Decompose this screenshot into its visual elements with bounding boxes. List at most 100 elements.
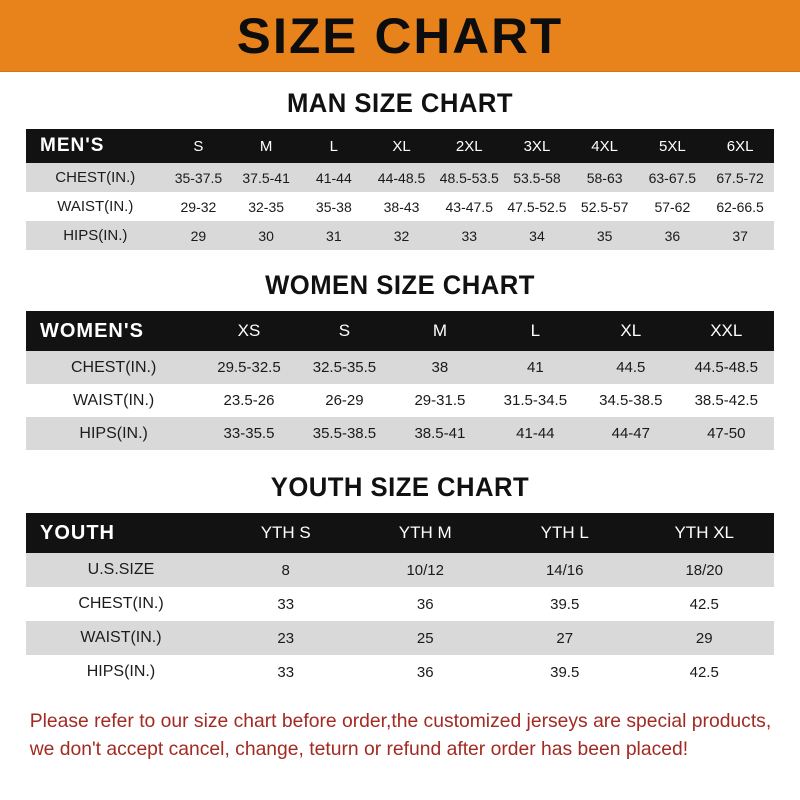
- women-cell-r3-c3: 38.5-41: [414, 425, 466, 442]
- youth-table-body: YOUTH YTH S YTH M YTH L YTH XL U.S.SIZE 8 10/1…: [26, 513, 774, 689]
- women-cell-r2-c1: 23.5-26: [223, 392, 275, 409]
- man-header-label: MEN'S: [40, 135, 105, 156]
- table-row: WAIST(IN.) 23 25 27 29: [26, 621, 774, 655]
- youth-row-label-1: U.S.SIZE: [87, 561, 155, 578]
- man-size-header-1: S: [193, 137, 204, 155]
- youth-size-header-2: YTH M: [398, 523, 452, 542]
- youth-cell-r3-c2: 25: [416, 629, 434, 647]
- man-cell-r2-c5: 43-47.5: [445, 198, 493, 215]
- footer-note-line-1: Please refer to our size chart before or…: [29, 710, 772, 732]
- man-cell-r3-c3: 31: [326, 227, 342, 244]
- youth-cell-r2-c1: 33: [277, 595, 295, 613]
- women-cell-r2-c2: 26-29: [325, 392, 364, 409]
- women-cell-r1-c3: 38: [431, 359, 449, 376]
- women-row-label-1: CHEST(IN.): [70, 358, 157, 376]
- women-size-header-5: XL: [620, 321, 642, 340]
- man-size-header-4: XL: [392, 137, 411, 155]
- table-row: CHEST(IN.) 35-37.5 37.5-41 41-44 44-48.5 48.5…: [26, 163, 774, 192]
- man-size-header-6: 3XL: [523, 137, 551, 155]
- man-cell-r1-c3: 41-44: [315, 169, 352, 186]
- man-row-label-3: HIPS(IN.): [63, 227, 128, 244]
- man-cell-r2-c9: 62-66.5: [716, 198, 764, 215]
- man-cell-r2-c6: 47.5-52.5: [507, 198, 567, 215]
- table-row: U.S.SIZE 8 10/12 14/16 18/20: [26, 553, 774, 587]
- women-size-header-3: M: [432, 321, 447, 340]
- youth-cell-r4-c2: 36: [416, 663, 434, 681]
- youth-cell-r2-c3: 39.5: [550, 595, 580, 613]
- women-cell-r3-c4: 41-44: [516, 425, 555, 442]
- women-size-header-1: XS: [237, 321, 261, 340]
- youth-size-header-1: YTH S: [260, 523, 311, 542]
- women-cell-r2-c5: 34.5-38.5: [599, 392, 663, 409]
- man-cell-r2-c8: 57-62: [654, 198, 691, 215]
- footer-note-line-2: we don't accept cancel, change, teturn o…: [29, 738, 689, 761]
- women-cell-r1-c6: 44.5-48.5: [694, 359, 758, 376]
- women-row-label-3: HIPS(IN.): [79, 424, 148, 442]
- youth-cell-r3-c3: 27: [556, 629, 574, 647]
- youth-size-table: YOUTH YTH S YTH M YTH L YTH XL U.S.SIZE 8 10/1…: [26, 513, 774, 689]
- table-row: CHEST(IN.) 29.5-32.5 32.5-35.5 38 41 44.5 44.5…: [26, 351, 774, 384]
- women-cell-r2-c6: 38.5-42.5: [694, 392, 758, 409]
- man-cell-r1-c6: 53.5-58: [513, 169, 561, 186]
- women-row-label-2: WAIST(IN.): [73, 391, 155, 409]
- man-cell-r3-c5: 33: [461, 227, 478, 244]
- man-cell-r2-c1: 29-32: [180, 198, 217, 215]
- man-table-body: MEN'S S M L XL 2XL 3XL 4XL 5XL 6XL CHEST(IN.) 35-3…: [26, 129, 774, 250]
- youth-cell-r1-c1: 8: [281, 561, 290, 579]
- women-cell-r3-c5: 44-47: [611, 425, 650, 442]
- man-cell-r2-c4: 38-43: [383, 198, 420, 215]
- youth-cell-r1-c3: 14/16: [545, 561, 584, 579]
- page-banner: SIZE CHART: [0, 0, 800, 72]
- man-size-header-5: 2XL: [455, 137, 483, 155]
- table-row: HIPS(IN.) 33 36 39.5 42.5: [26, 655, 774, 689]
- man-cell-r3-c8: 36: [664, 227, 681, 244]
- youth-size-header-3: YTH L: [540, 523, 589, 542]
- footer-note: Please refer to our size chart before or…: [30, 707, 771, 764]
- youth-cell-r4-c3: 39.5: [550, 663, 580, 681]
- youth-cell-r3-c1: 23: [277, 629, 295, 647]
- youth-cell-r2-c4: 42.5: [689, 595, 719, 613]
- man-cell-r3-c6: 34: [529, 227, 545, 244]
- man-cell-r3-c7: 35: [596, 227, 613, 244]
- youth-row-label-2: CHEST(IN.): [78, 595, 164, 612]
- man-cell-r3-c9: 37: [732, 227, 748, 244]
- man-size-table: MEN'S S M L XL 2XL 3XL 4XL 5XL 6XL CHEST(IN.) 35-3…: [26, 129, 774, 250]
- man-cell-r3-c4: 32: [393, 227, 410, 244]
- women-cell-r3-c2: 35.5-38.5: [312, 425, 377, 442]
- man-section-title: MAN SIZE CHART: [286, 88, 514, 118]
- man-size-header-3: L: [329, 137, 338, 155]
- man-row-label-1: CHEST(IN.): [55, 169, 136, 186]
- youth-row-label-4: HIPS(IN.): [86, 663, 156, 680]
- women-size-header-2: S: [338, 321, 351, 340]
- youth-row-label-3: WAIST(IN.): [80, 629, 162, 646]
- youth-cell-r4-c1: 33: [277, 663, 295, 681]
- women-cell-r3-c6: 47-50: [707, 425, 746, 442]
- youth-header-label: YOUTH: [40, 521, 115, 544]
- man-size-header-8: 5XL: [659, 137, 686, 155]
- man-cell-r1-c2: 37.5-41: [242, 169, 290, 186]
- youth-cell-r1-c2: 10/12: [406, 561, 444, 579]
- women-size-header-6: XXL: [710, 321, 743, 340]
- youth-cell-r3-c4: 29: [695, 629, 713, 647]
- man-cell-r2-c3: 35-38: [315, 198, 352, 215]
- women-cell-r2-c4: 31.5-34.5: [503, 392, 568, 409]
- man-size-header-7: 4XL: [591, 137, 618, 155]
- table-row: WAIST(IN.) 29-32 32-35 35-38 38-43 43-47.5 47.…: [26, 192, 774, 221]
- youth-section-title: YOUTH SIZE CHART: [270, 472, 530, 502]
- man-size-header-9: 6XL: [726, 137, 754, 155]
- women-cell-r1-c5: 44.5: [616, 359, 646, 376]
- table-row: HIPS(IN.) 29 30 31 32 33 34 35 36 37: [26, 221, 774, 250]
- women-section-title: WOMEN SIZE CHART: [265, 270, 535, 300]
- man-row-label-2: WAIST(IN.): [57, 198, 134, 215]
- women-cell-r1-c2: 32.5-35.5: [312, 359, 377, 376]
- man-cell-r1-c7: 58-63: [586, 169, 623, 186]
- man-cell-r1-c1: 35-37.5: [174, 169, 223, 186]
- women-header-row: WOMEN'S XS S M L XL XXL: [26, 311, 774, 351]
- table-row: HIPS(IN.) 33-35.5 35.5-38.5 38.5-41 41-44 44-…: [26, 417, 774, 450]
- man-header-row: MEN'S S M L XL 2XL 3XL 4XL 5XL 6XL: [26, 129, 774, 163]
- women-cell-r2-c3: 29-31.5: [414, 392, 466, 409]
- man-cell-r3-c2: 30: [258, 227, 274, 244]
- youth-cell-r4-c4: 42.5: [689, 663, 719, 681]
- youth-cell-r1-c4: 18/20: [685, 561, 723, 579]
